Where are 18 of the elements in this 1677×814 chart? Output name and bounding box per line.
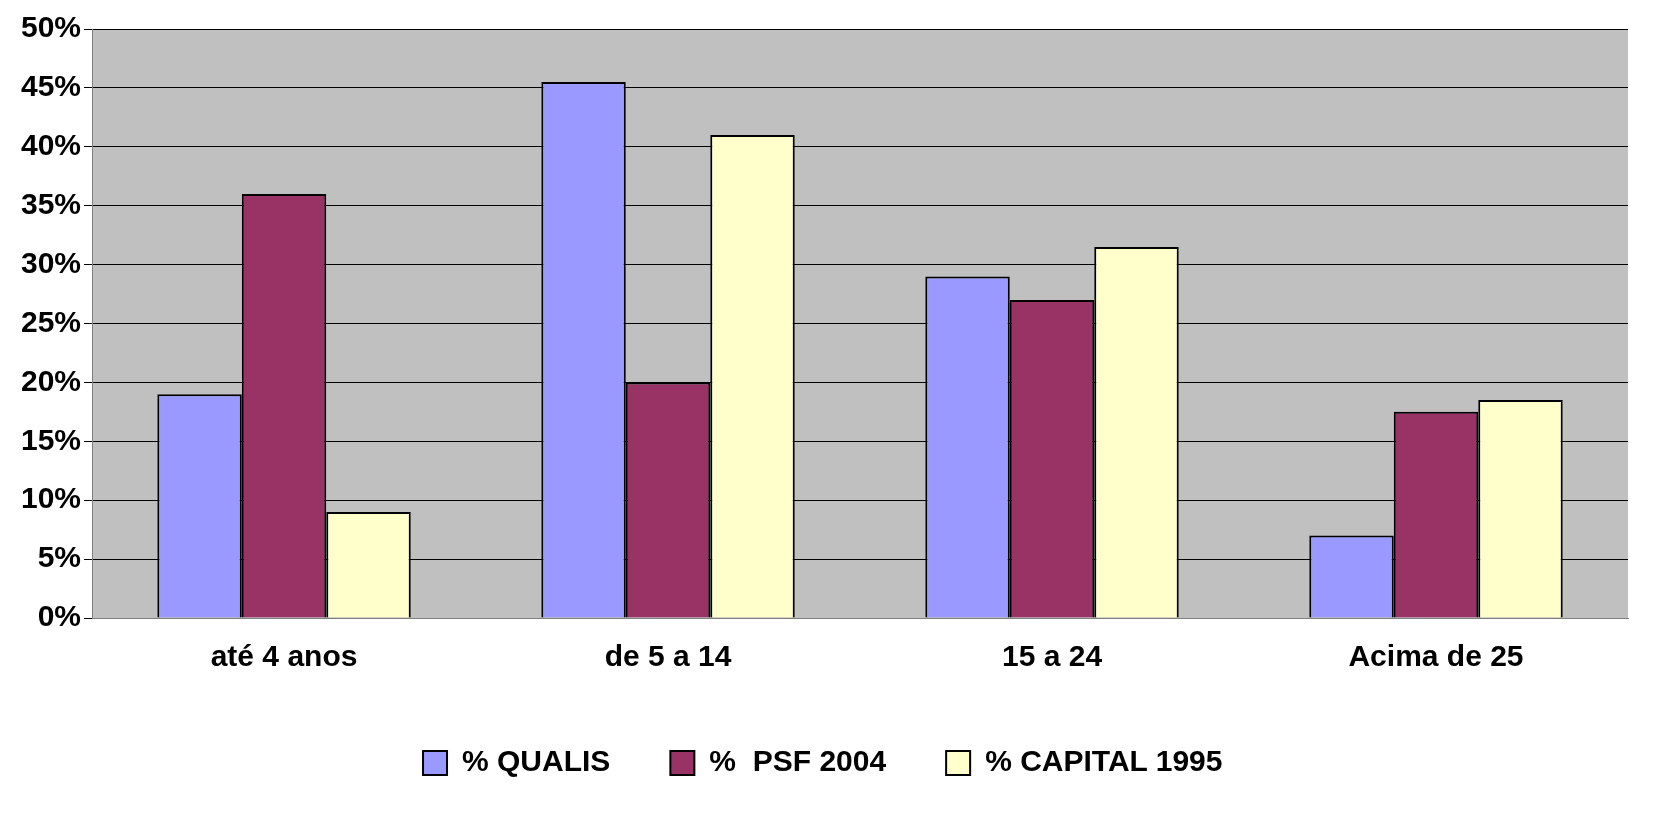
y-tick-label: 5%	[37, 540, 82, 574]
y-tick-label: 0%	[37, 599, 82, 633]
legend-label: % QUALIS	[462, 744, 611, 778]
y-tick-label: 25%	[21, 304, 82, 338]
y-tick-label: 45%	[21, 69, 82, 103]
y-tick-label: 50%	[21, 10, 82, 44]
x-tick-label: de 5 a 14	[604, 639, 732, 673]
y-tick-label: 15%	[21, 422, 82, 456]
y-tick-label: 40%	[21, 128, 82, 162]
y-tick-label: 30%	[21, 245, 82, 279]
x-tick-label: 15 a 24	[1001, 639, 1103, 673]
y-tick-label: 35%	[21, 186, 82, 220]
y-tick-label: 20%	[21, 363, 82, 397]
y-tick-label: 10%	[21, 481, 82, 515]
legend-label: % CAPITAL 1995	[985, 744, 1223, 778]
legend-label: % PSF 2004	[709, 744, 887, 778]
x-tick-label: Acima de 25	[1348, 639, 1524, 673]
x-tick-label: até 4 anos	[210, 639, 358, 673]
